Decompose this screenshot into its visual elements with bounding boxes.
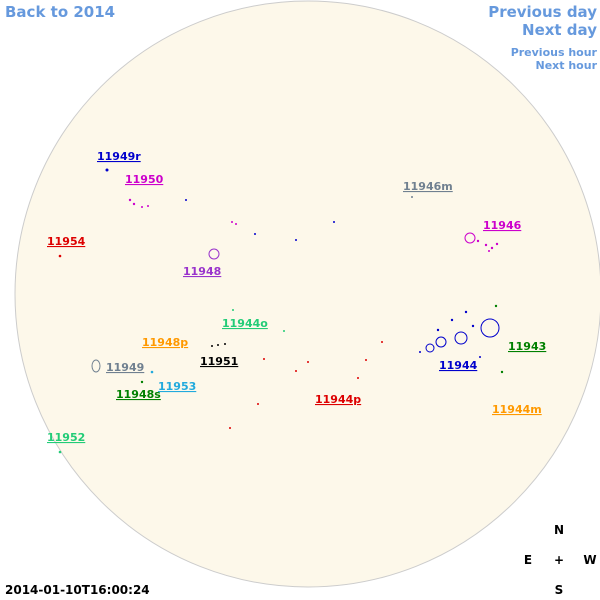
compass: N E + W S (524, 523, 597, 597)
region-label[interactable]: 11949 (106, 361, 144, 374)
sunspots (58, 168, 504, 454)
region-label[interactable]: 11946 (483, 219, 522, 232)
region-label[interactable]: 11944 (439, 359, 478, 372)
compass-south: S (555, 583, 564, 597)
compass-west: W (583, 553, 596, 567)
region-label[interactable]: 11951 (200, 355, 238, 368)
region-label[interactable]: 11954 (47, 235, 86, 248)
region-labels: 11949r 11950 11946m 11946 11954 11948 11… (47, 150, 546, 444)
compass-center: + (554, 553, 564, 567)
region-label[interactable]: 11944m (492, 403, 542, 416)
compass-east: E (524, 553, 532, 567)
region-label[interactable]: 11948s (116, 388, 161, 401)
region-label[interactable]: 11948p (142, 336, 188, 349)
solar-disk (14, 0, 600, 588)
region-label[interactable]: 11950 (125, 173, 164, 186)
region-label[interactable]: 11946m (403, 180, 453, 193)
previous-day-link[interactable]: Previous day (488, 3, 597, 21)
next-day-link[interactable]: Next day (522, 21, 597, 39)
back-link[interactable]: Back to 2014 (5, 3, 115, 21)
region-label[interactable]: 11952 (47, 431, 85, 444)
previous-hour-link[interactable]: Previous hour (511, 46, 598, 59)
region-label[interactable]: 11943 (508, 340, 546, 353)
region-label[interactable]: 11948 (183, 265, 221, 278)
timestamp: 2014-01-10T16:00:24 (5, 583, 150, 597)
compass-north: N (554, 523, 564, 537)
region-label[interactable]: 11944o (222, 317, 268, 330)
region-label[interactable]: 11949r (97, 150, 141, 163)
next-hour-link[interactable]: Next hour (536, 59, 598, 72)
region-label[interactable]: 11944p (315, 393, 361, 406)
region-label[interactable]: 11953 (158, 380, 196, 393)
